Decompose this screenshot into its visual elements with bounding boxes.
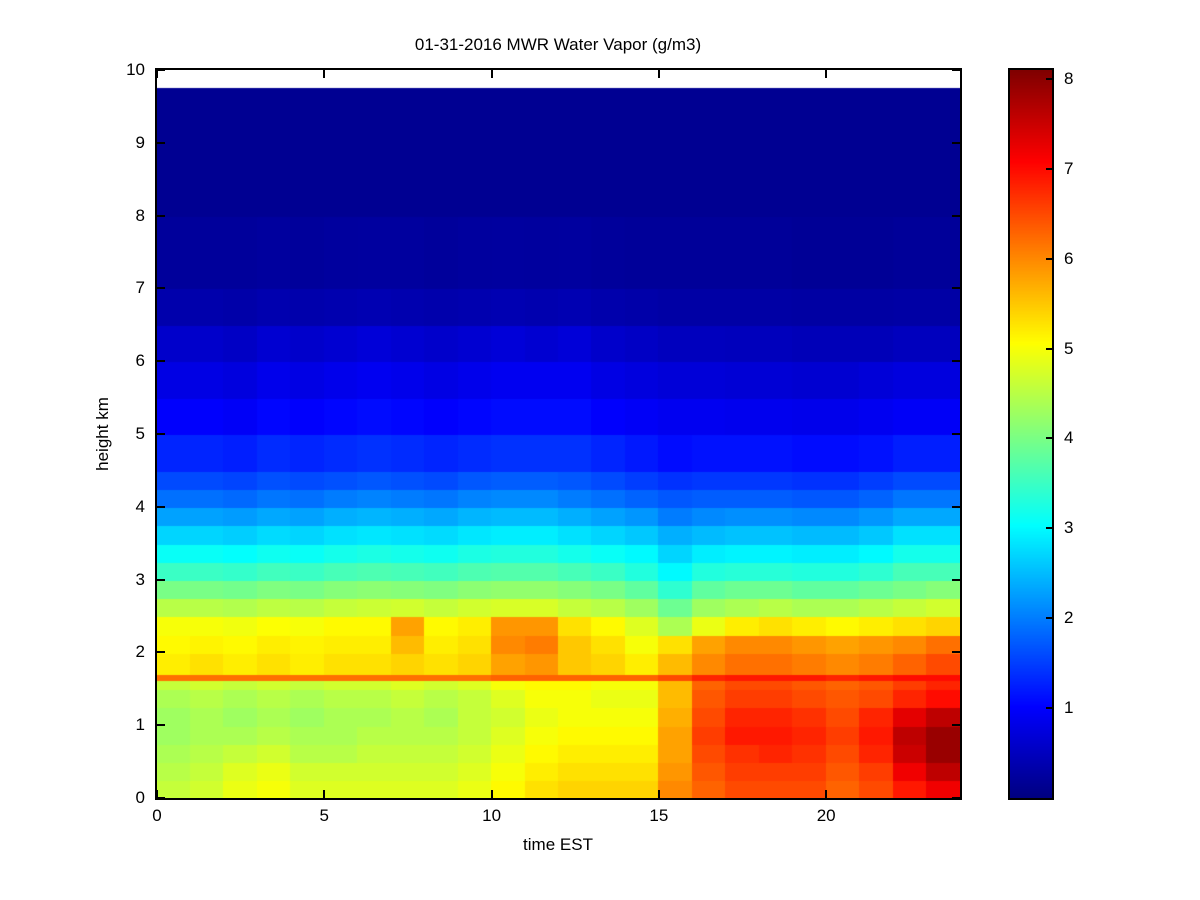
plot-area (155, 68, 962, 800)
y-tick-label: 8 (135, 205, 145, 225)
x-tick-label: 10 (482, 806, 502, 825)
x-tick-label: 5 (319, 806, 330, 825)
y-tick-label: 6 (135, 351, 145, 371)
heatmap-canvas (157, 70, 960, 798)
y-tick-mark-right (952, 69, 960, 71)
y-tick-label: 4 (135, 496, 145, 516)
y-tick-mark (157, 651, 165, 654)
x-tick-mark-top (490, 70, 493, 78)
y-tick-label: 3 (135, 569, 145, 589)
colorbar-tick-label: 7 (1064, 158, 1074, 178)
x-tick-mark (323, 790, 326, 798)
x-tick-mark (156, 790, 158, 798)
x-tick-label: 0 (152, 806, 162, 825)
y-tick-mark-right (952, 797, 960, 799)
y-axis-label: height km (93, 397, 112, 471)
y-tick-mark-right (952, 505, 960, 508)
y-tick-mark-right (952, 724, 960, 727)
y-tick-mark-right (952, 651, 960, 654)
chart-title: 01-31-2016 MWR Water Vapor (g/m3) (414, 35, 702, 54)
x-tick-mark-top (657, 70, 660, 78)
y-tick-mark (157, 433, 165, 435)
x-tick-mark (490, 790, 493, 798)
y-tick-mark (157, 214, 165, 217)
colorbar-tick-mark (1046, 257, 1052, 260)
colorbar-canvas (1010, 70, 1052, 798)
y-tick-label: 2 (135, 642, 145, 662)
colorbar-tick-mark (1046, 347, 1052, 350)
y-tick-mark-right (952, 214, 960, 217)
x-tick-mark (825, 790, 828, 798)
colorbar-tick-mark (1046, 437, 1052, 440)
y-tick-mark (157, 724, 165, 727)
colorbar-tick-label: 3 (1064, 518, 1074, 538)
x-tick-mark-top (156, 70, 158, 78)
colorbar (1008, 68, 1054, 800)
x-tick-mark-top (825, 70, 828, 78)
y-tick-mark (157, 69, 165, 71)
y-tick-mark (157, 287, 165, 290)
x-tick-label: 15 (649, 806, 669, 825)
y-tick-mark-right (952, 578, 960, 581)
y-tick-label: 5 (135, 424, 145, 443)
colorbar-tick-label: 4 (1064, 428, 1074, 448)
y-tick-mark (157, 360, 165, 363)
y-tick-label: 0 (135, 788, 145, 807)
y-tick-label: 7 (135, 278, 145, 298)
y-tick-label: 1 (135, 715, 145, 735)
x-tick-mark-top (323, 70, 326, 78)
y-tick-label: 9 (135, 132, 145, 152)
y-tick-mark (157, 141, 165, 144)
colorbar-tick-mark (1046, 617, 1052, 620)
y-tick-mark-right (952, 287, 960, 290)
colorbar-tick-label: 1 (1064, 698, 1074, 718)
colorbar-tick-mark (1046, 707, 1052, 710)
y-tick-mark-right (952, 141, 960, 144)
y-tick-mark-right (952, 433, 960, 435)
x-tick-label: 20 (816, 806, 836, 825)
x-tick-mark (657, 790, 660, 798)
x-axis-label: time EST (523, 835, 593, 854)
colorbar-tick-label: 6 (1064, 248, 1074, 268)
y-tick-mark-right (952, 360, 960, 363)
colorbar-tick-label: 5 (1064, 338, 1074, 358)
y-tick-mark (157, 578, 165, 581)
colorbar-tick-mark (1046, 77, 1052, 80)
y-tick-mark (157, 797, 165, 799)
colorbar-tick-label: 8 (1064, 68, 1074, 88)
y-tick-label: 10 (126, 60, 145, 79)
y-tick-mark (157, 505, 165, 508)
colorbar-tick-label: 2 (1064, 608, 1074, 628)
colorbar-tick-mark (1046, 527, 1052, 530)
colorbar-tick-mark (1046, 167, 1052, 170)
